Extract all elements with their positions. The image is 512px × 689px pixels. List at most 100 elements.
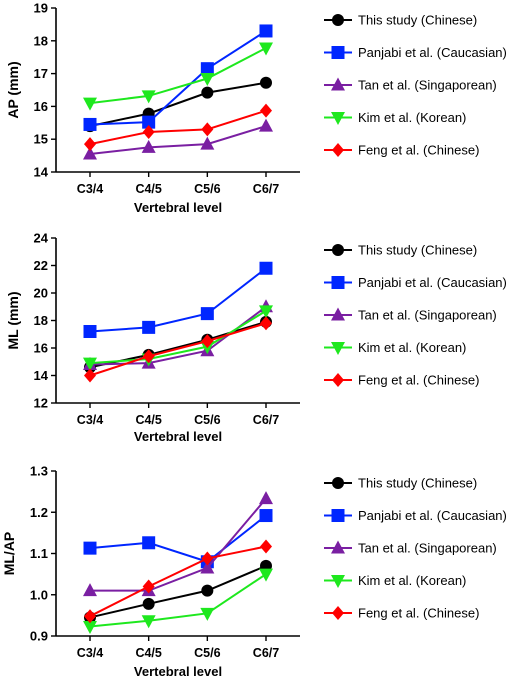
x-tick-label: C4/5: [135, 413, 161, 427]
series-line: [89, 573, 267, 628]
data-point: [260, 103, 272, 118]
y-tick-label: 1.1: [30, 546, 48, 561]
data-point: [83, 97, 97, 111]
series-line: [89, 322, 267, 377]
data-point: [141, 139, 156, 153]
data-point: [200, 560, 215, 574]
series-line: [89, 514, 267, 563]
chart-panel-2: 12 14 16 18 20 22 24 C3/4 C4/5 C5/6 C6/7 Vertebral …: [5, 231, 507, 445]
legend-marker: [332, 373, 344, 387]
y-tick-label: 15: [34, 132, 48, 147]
x-tick-label: C4/5: [135, 182, 161, 196]
y-tick-label: 20: [34, 286, 48, 301]
chart-panel-3: 0.9 1.0 1.1 1.2 1.3 C3/4 C4/5 C5/6 C6/7 Vertebral…: [1, 464, 507, 680]
y-tick-label: 16: [34, 99, 48, 114]
data-point: [142, 115, 156, 129]
x-tick-label: C6/7: [253, 646, 279, 660]
legend-marker: [332, 244, 344, 256]
legend-label: Panjabi et al. (Caucasian): [358, 45, 507, 60]
x-tick-label: C3/4: [77, 182, 103, 196]
y-tick-label: 1.2: [30, 505, 48, 520]
x-tick-label: C5/6: [194, 182, 220, 196]
y-tick-label: 0.9: [30, 629, 48, 644]
legend-label: Tan et al. (Singaporean): [358, 541, 497, 556]
x-tick-label: C5/6: [194, 646, 220, 660]
y-tick-label: 1.0: [30, 587, 48, 602]
data-point: [201, 584, 214, 597]
y-axis-label: ML (mm): [5, 291, 21, 349]
x-tick-label: C6/7: [253, 413, 279, 427]
data-point: [83, 325, 97, 338]
series-line: [89, 310, 267, 365]
data-point: [200, 73, 215, 87]
y-tick-label: 22: [34, 258, 48, 273]
data-point: [141, 90, 156, 104]
legend-label: Tan et al. (Singaporean): [358, 308, 497, 323]
data-point: [84, 609, 96, 624]
x-axis-label: Vertebral level: [134, 429, 222, 444]
legend-marker: [332, 143, 344, 157]
x-axis-label: Vertebral level: [134, 200, 222, 215]
data-point: [141, 615, 156, 629]
data-point: [259, 491, 273, 505]
y-tick-label: 18: [34, 313, 48, 328]
data-point: [83, 583, 97, 597]
series-line: [89, 47, 267, 105]
legend-marker: [331, 46, 345, 59]
x-tick-label: C3/4: [77, 413, 103, 427]
data-point: [142, 579, 155, 594]
x-tick-label: C4/5: [135, 646, 161, 660]
legend-marker: [331, 575, 345, 588]
legend-label: Panjabi et al. (Caucasian): [358, 275, 507, 290]
series-line: [89, 125, 267, 155]
legend-marker: [332, 606, 344, 620]
data-point: [84, 368, 96, 383]
data-point: [259, 42, 273, 56]
data-point: [142, 320, 156, 334]
legend-marker: [332, 14, 344, 26]
data-point: [83, 146, 97, 160]
legend-label: Panjabi et al. (Caucasian): [358, 508, 507, 523]
series-line: [89, 305, 267, 366]
data-point: [259, 118, 273, 132]
data-point: [201, 551, 214, 566]
legend-label: This study (Chinese): [358, 13, 477, 28]
legend-marker: [331, 112, 345, 125]
data-point: [260, 539, 272, 554]
data-point: [83, 357, 97, 371]
data-point: [83, 621, 97, 635]
series-line: [89, 267, 267, 333]
y-tick-label: 18: [34, 33, 48, 48]
series-line: [89, 545, 267, 618]
legend-label: Feng et al. (Chinese): [358, 373, 479, 388]
y-axis-label: ML/AP: [1, 532, 17, 576]
data-point: [200, 136, 215, 150]
x-tick-label: C5/6: [194, 413, 220, 427]
data-point: [200, 62, 214, 76]
legend-marker: [331, 77, 345, 91]
y-tick-label: 19: [34, 1, 48, 16]
data-point: [83, 117, 97, 131]
data-point: [259, 568, 273, 582]
data-point: [142, 349, 155, 364]
x-axis-label: Vertebral level: [134, 664, 222, 679]
y-axis-label: AP (mm): [5, 61, 21, 118]
data-point: [142, 536, 156, 550]
legend-label: Feng et al. (Chinese): [358, 606, 479, 621]
chart-panel-1: 14 15 16 17 18 19 C3/4 C4/5 C5/6 C6/7 Vertebral le…: [5, 1, 507, 216]
legend-label: Kim et al. (Korean): [358, 573, 466, 588]
data-point: [83, 541, 97, 555]
data-point: [260, 76, 272, 89]
y-tick-label: 17: [34, 66, 48, 81]
data-point: [201, 122, 214, 137]
y-tick-label: 14: [34, 368, 49, 383]
legend-marker: [331, 276, 345, 289]
legend-label: Kim et al. (Korean): [358, 340, 466, 355]
legend-label: Kim et al. (Korean): [358, 110, 466, 125]
data-point: [259, 509, 273, 523]
series-line: [89, 30, 267, 126]
data-point: [201, 334, 214, 349]
data-point: [260, 316, 272, 331]
